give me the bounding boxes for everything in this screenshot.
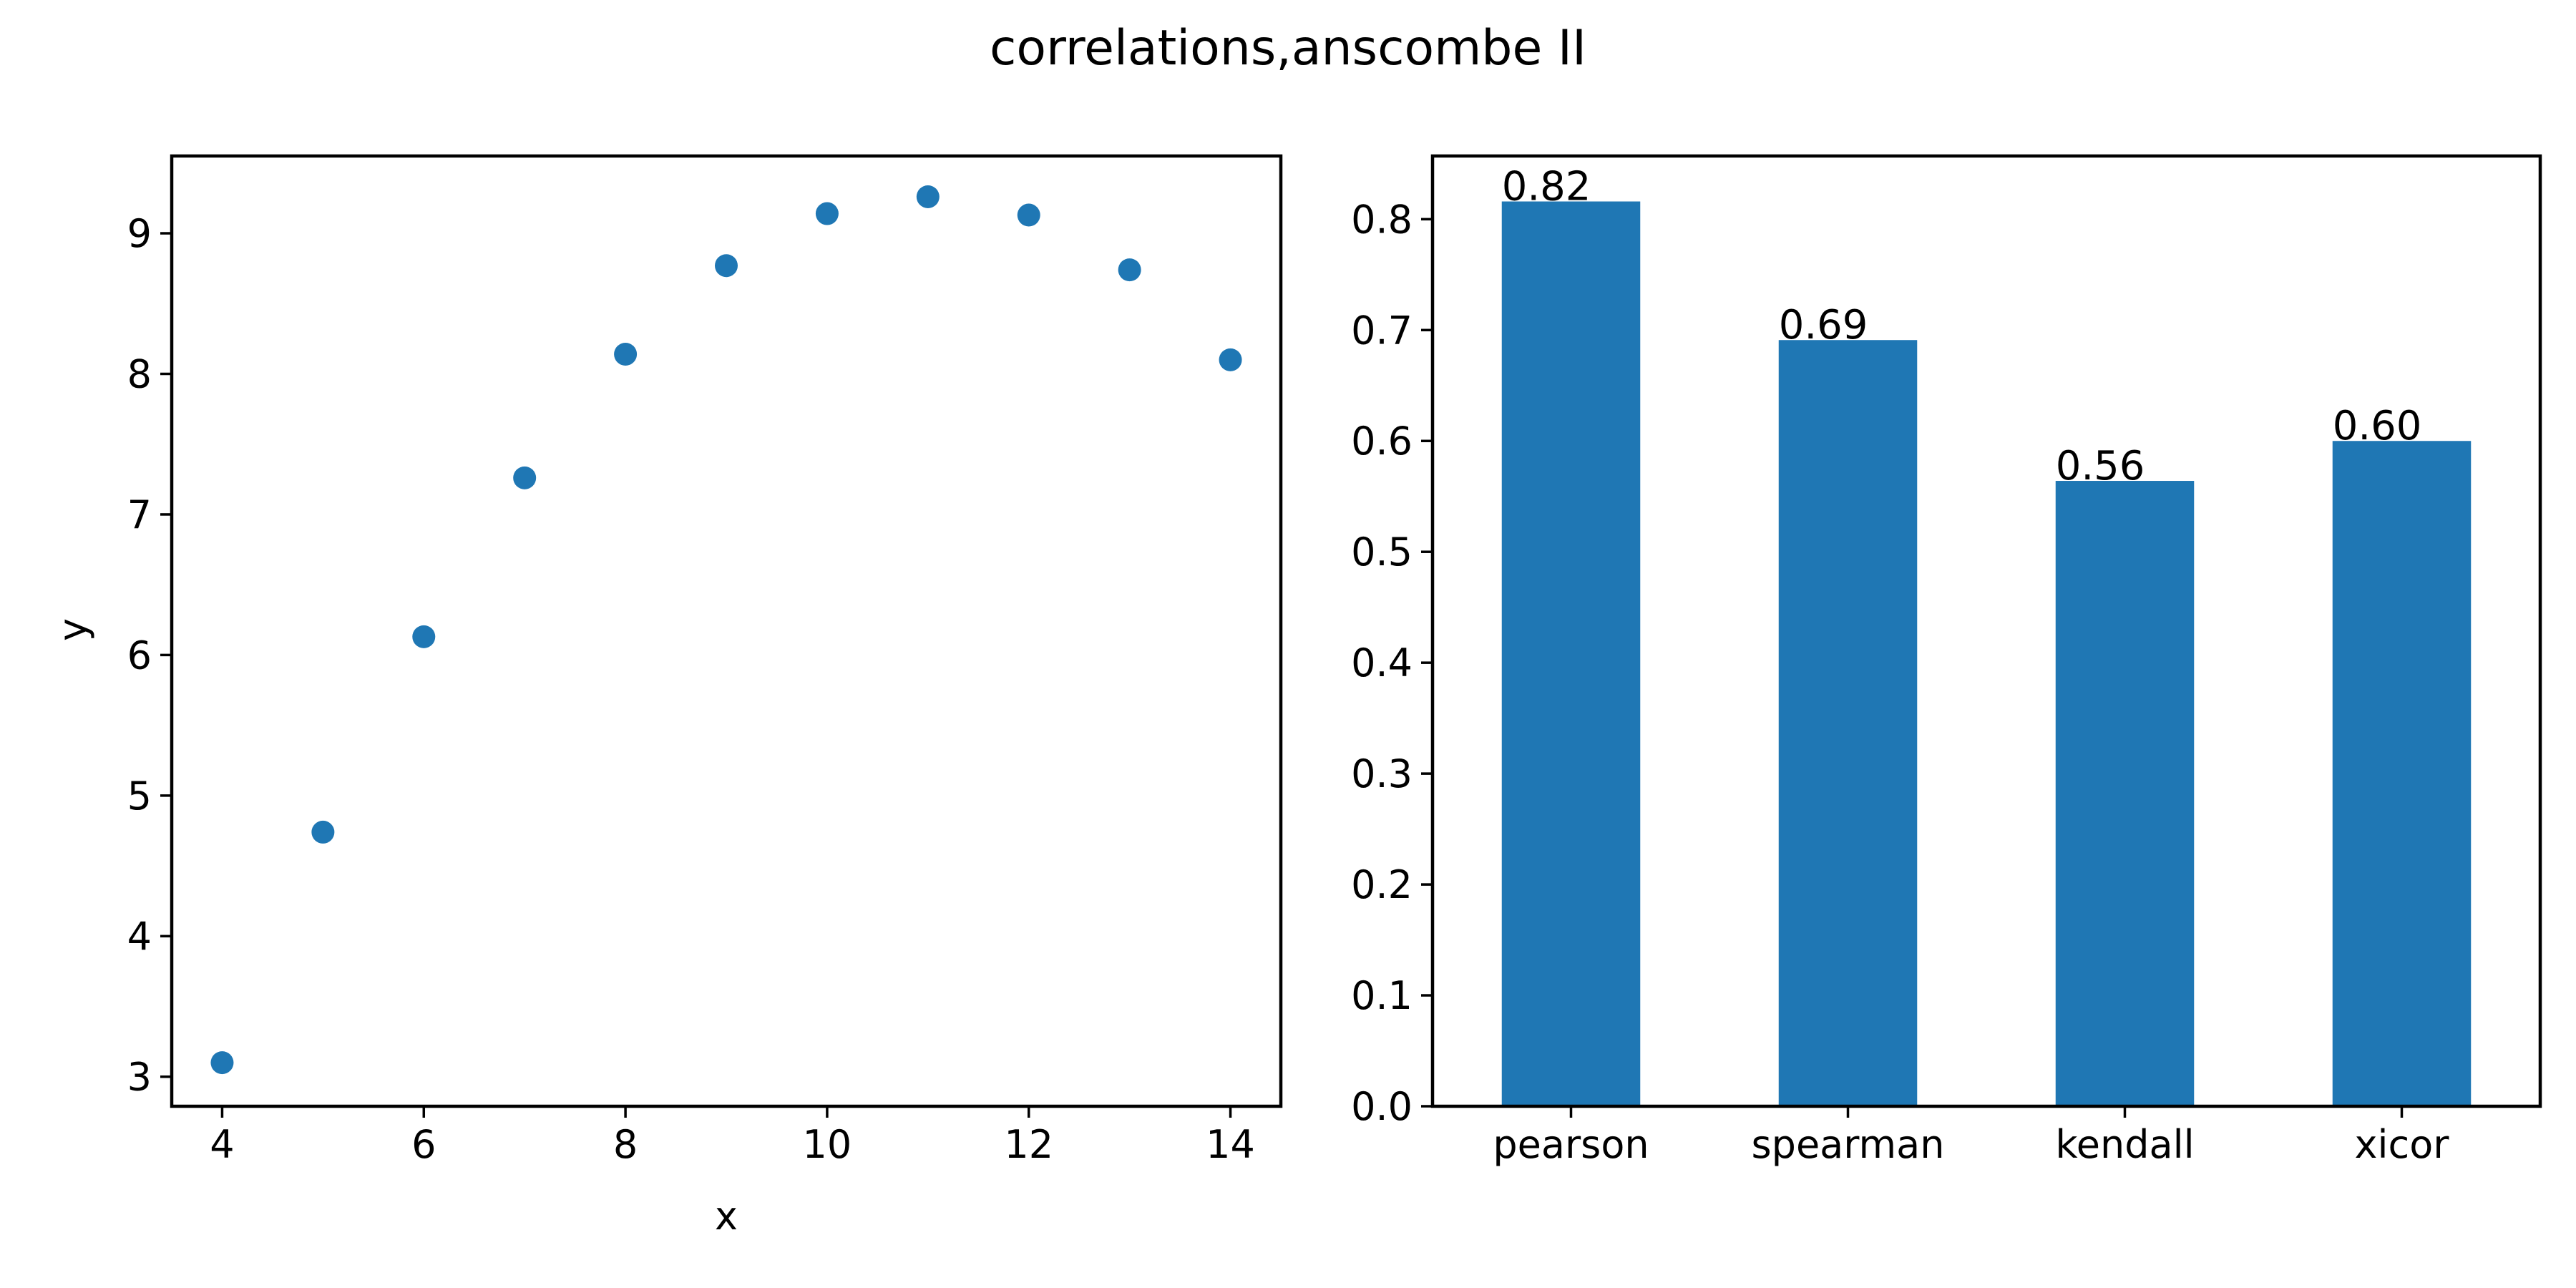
scatter-x-tick-label-1: 6 [411,1122,436,1167]
scatter-y-tick-label-3: 6 [127,633,152,678]
scatter-point-10 [1219,348,1242,371]
scatter-x-tick-label-0: 4 [210,1122,234,1167]
scatter-point-7 [916,185,940,208]
bar-bars [1501,201,2472,1107]
bar-value-label-pearson: 0.82 [1502,164,1591,210]
bar-spearman [1778,340,1918,1107]
scatter-panel: 4 6 8 10 12 14 3 4 5 6 7 8 9 x y [50,154,1283,1239]
bar-x-axis: pearson spearman kendall xicor [1493,1106,2449,1167]
bar-x-tick-label-pearson: pearson [1493,1122,1649,1167]
scatter-y-tick-label-1: 4 [127,914,152,959]
bar-value-label-xicor: 0.60 [2333,403,2422,449]
scatter-point-1 [311,820,335,844]
scatter-point-5 [715,254,738,278]
bar-y-tick-label-7: 0.7 [1351,308,1413,353]
bar-y-tick-label-4: 0.4 [1351,640,1413,686]
bar-value-labels: 0.82 0.69 0.56 0.60 [1502,164,2422,489]
scatter-y-tick-label-6: 9 [127,211,152,256]
bar-value-label-spearman: 0.69 [1779,302,1868,348]
bar-kendall [2055,481,2195,1106]
bar-y-tick-label-6: 0.6 [1351,419,1413,464]
scatter-y-tick-label-4: 7 [127,492,152,537]
scatter-y-axis: 3 4 5 6 7 8 9 [127,211,172,1100]
bar-panel: 0.82 0.69 0.56 0.60 pearson spearman kendall x… [1351,154,2542,1167]
scatter-point-8 [1017,203,1040,227]
bar-plot-frame [1430,154,2542,1108]
scatter-point-6 [815,202,839,225]
bar-y-axis: 0.0 0.1 0.2 0.3 0.4 0.5 0.6 0.7 0.8 [1351,197,1433,1129]
scatter-x-tick-label-3: 10 [803,1122,852,1167]
scatter-y-axis-label: y [50,618,95,641]
bar-y-tick-label-2: 0.2 [1351,862,1413,907]
scatter-x-tick-label-4: 12 [1004,1122,1053,1167]
figure-title: correlations,anscombe II [990,20,1586,77]
scatter-y-tick-label-5: 8 [127,351,152,396]
bar-y-tick-label-3: 0.3 [1351,751,1413,796]
scatter-x-tick-label-5: 14 [1206,1122,1255,1167]
bar-x-tick-label-kendall: kendall [2055,1122,2194,1167]
bar-y-tick-label-8: 0.8 [1351,197,1413,242]
bar-x-tick-label-xicor: xicor [2355,1122,2450,1167]
scatter-x-tick-label-2: 8 [613,1122,638,1167]
scatter-point-9 [1118,258,1141,282]
bar-y-tick-label-1: 0.1 [1351,973,1413,1018]
bar-y-tick-label-5: 0.5 [1351,530,1413,575]
bar-value-label-kendall: 0.56 [2056,443,2145,489]
bar-y-tick-label-0: 0.0 [1351,1084,1413,1129]
scatter-point-4 [614,342,638,366]
scatter-x-axis: 4 6 8 10 12 14 [210,1106,1255,1167]
scatter-point-3 [513,466,537,489]
scatter-plot-frame [170,154,1283,1108]
scatter-y-tick-label-0: 3 [127,1055,152,1100]
bar-xicor [2332,441,2472,1106]
scatter-point-0 [210,1051,234,1075]
bar-pearson [1501,201,1641,1107]
bar-x-tick-label-spearman: spearman [1752,1122,1945,1167]
scatter-x-axis-label: x [715,1194,738,1239]
scatter-points [210,185,1242,1075]
scatter-y-tick-label-2: 5 [127,774,152,819]
scatter-point-2 [412,625,436,648]
